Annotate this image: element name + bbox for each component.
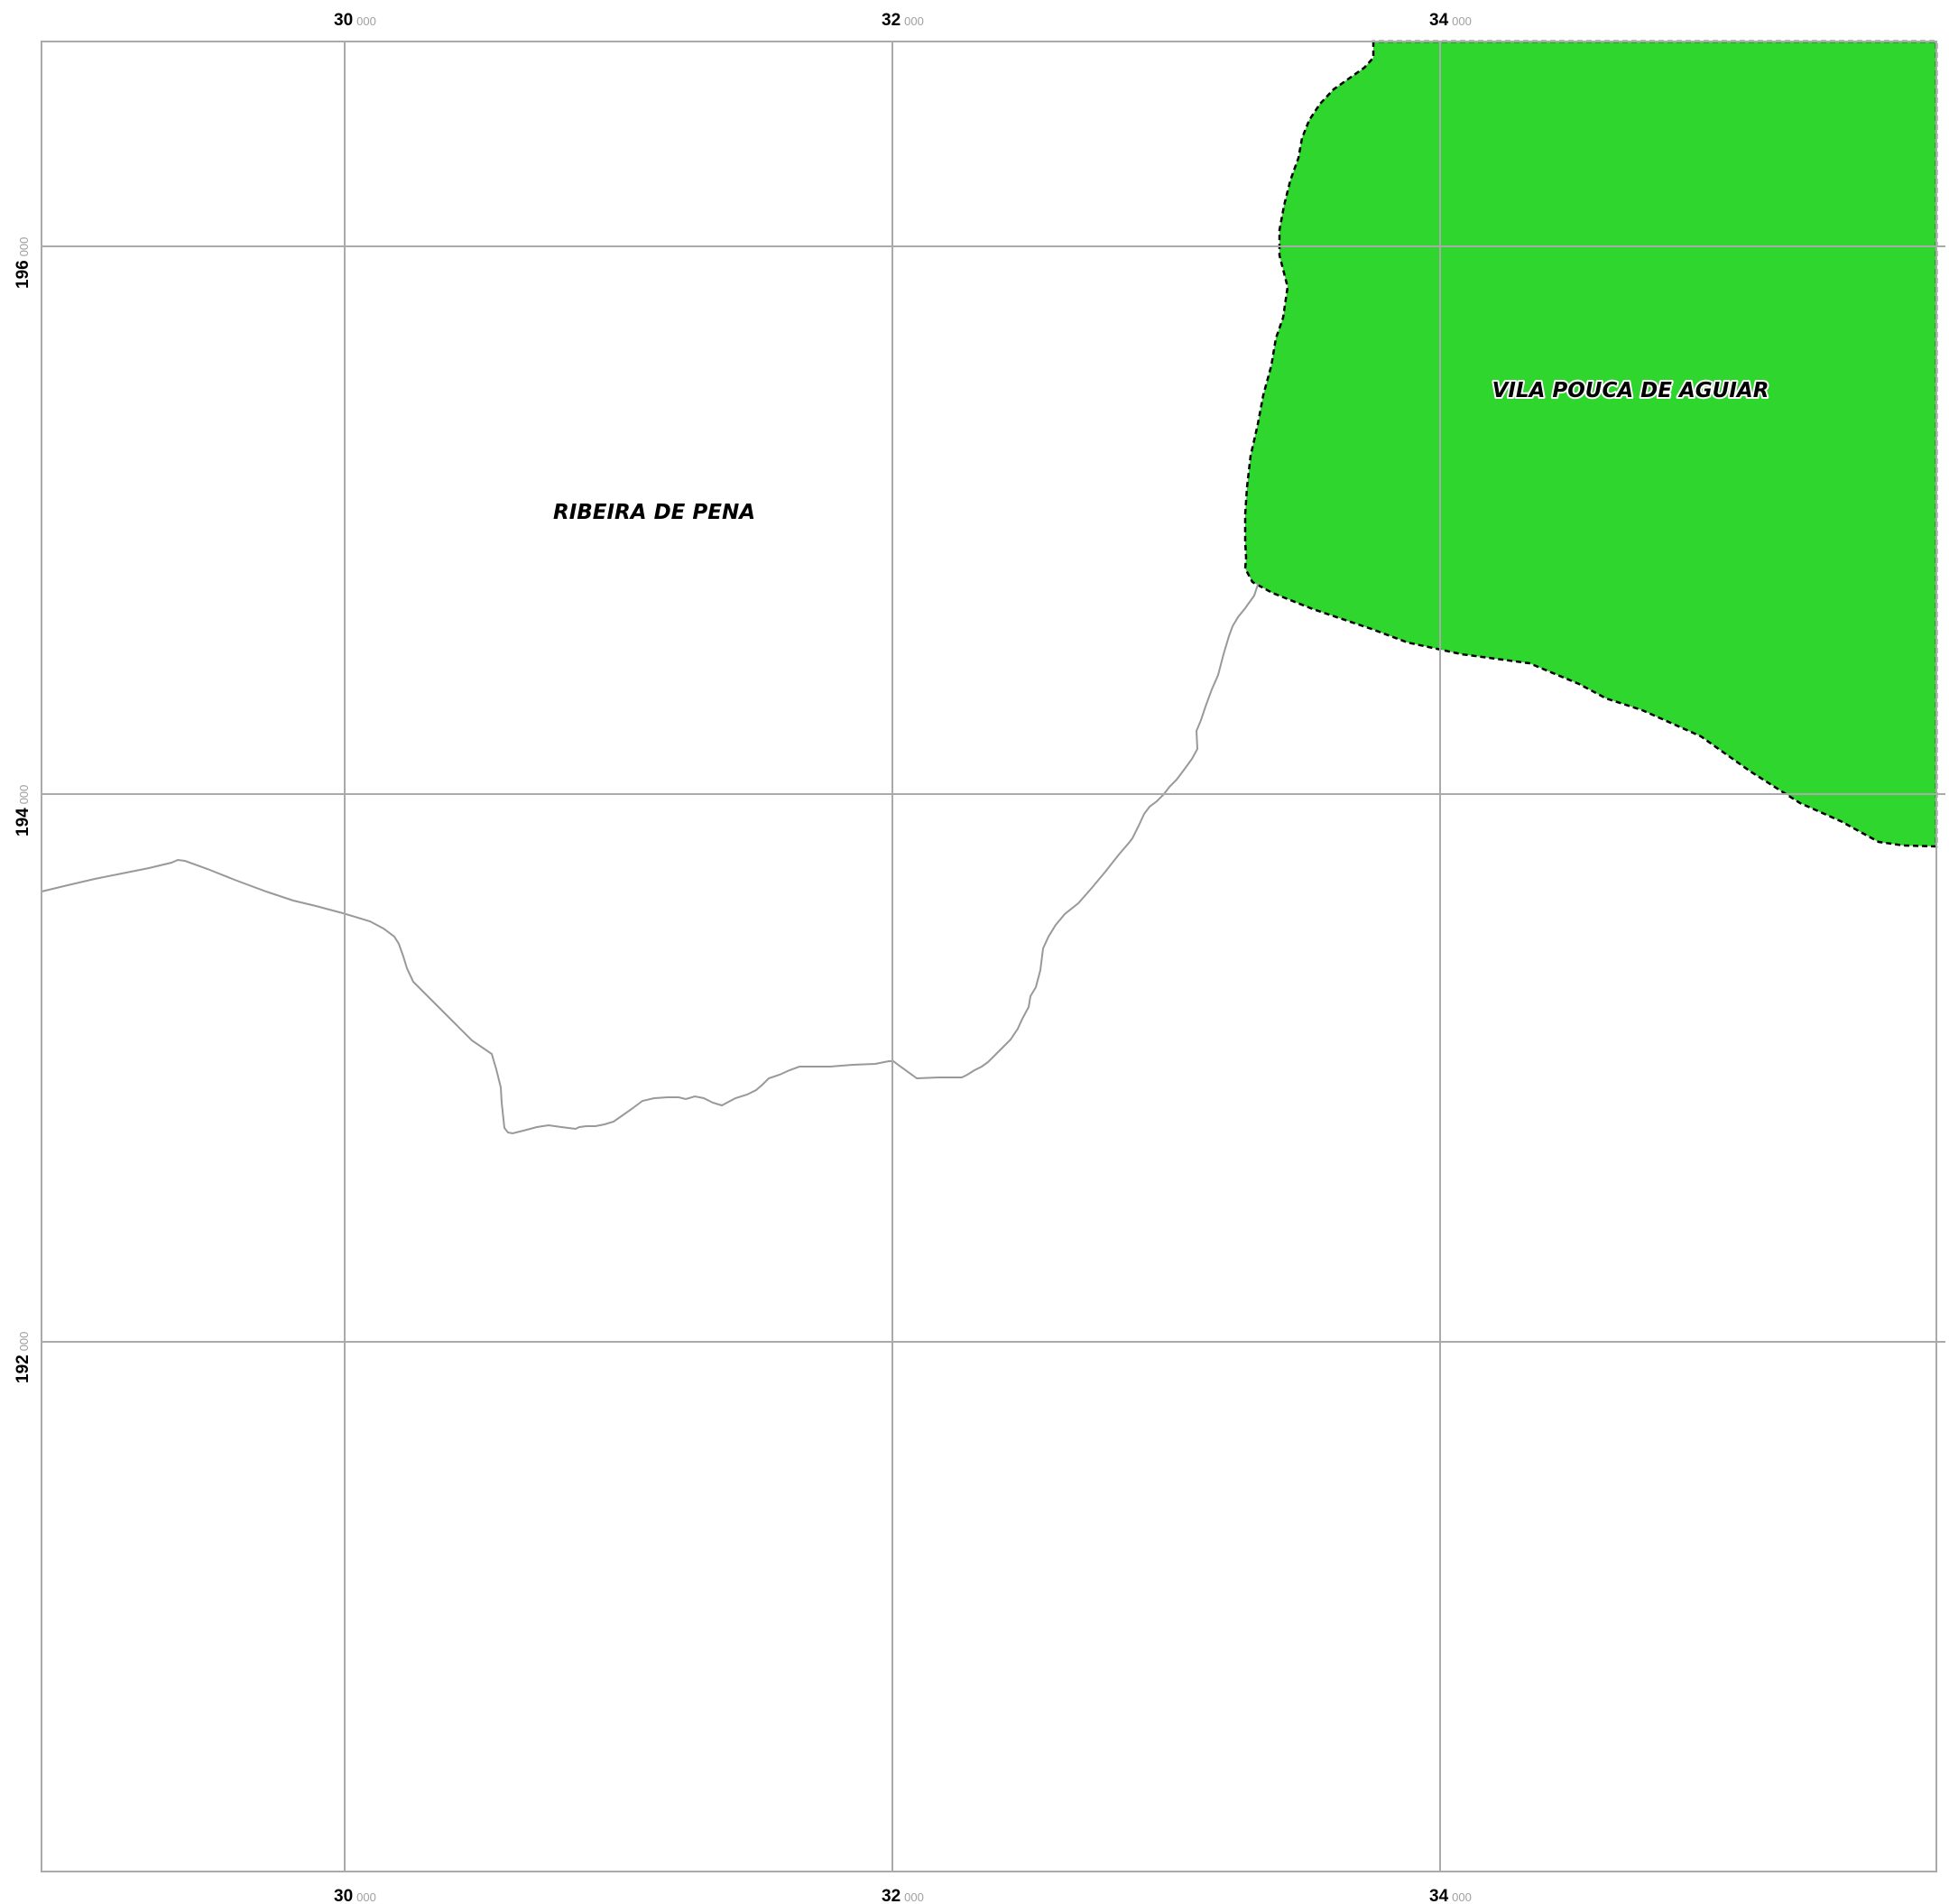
x-tick-top-32: 32 000: [882, 11, 924, 30]
region-label-vila-pouca-de-aguiar: VILA POUCA DE AGUIAR: [1492, 379, 1769, 402]
graticule: [42, 42, 1945, 1872]
municipality-boundary: [41, 581, 1260, 1135]
map-frame: [41, 41, 1937, 1872]
x-tick-bottom-30: 30 000: [334, 1887, 376, 1904]
y-tick-192: 192000: [14, 1332, 32, 1383]
y-tick-196: 196000: [14, 237, 32, 289]
region-vila-pouca-de-aguiar[interactable]: [1243, 40, 1938, 848]
x-tick-top-30: 30 000: [334, 11, 376, 30]
x-tick-bottom-32: 32 000: [882, 1887, 924, 1904]
x-tick-bottom-34: 34 000: [1429, 1887, 1472, 1904]
region-label-ribeira-de-pena: RIBEIRA DE PENA: [553, 501, 755, 524]
x-tick-top-34: 34 000: [1429, 11, 1472, 30]
y-tick-194: 194000: [14, 785, 32, 836]
